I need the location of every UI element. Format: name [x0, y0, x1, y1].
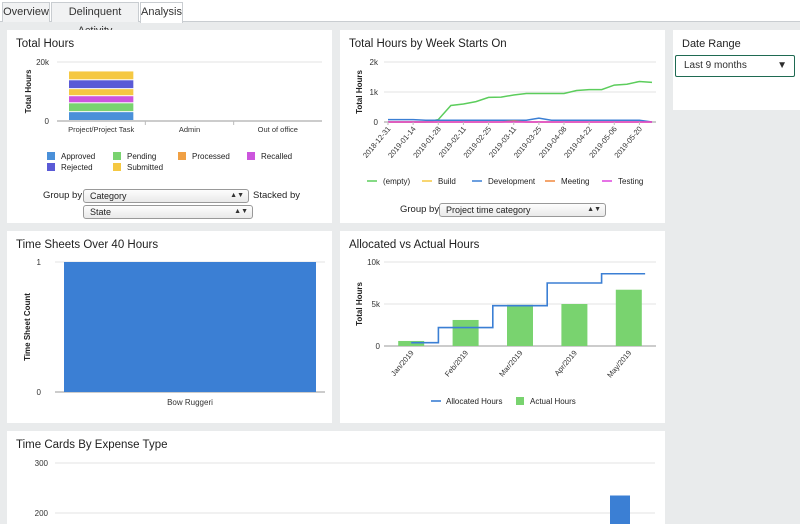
total-hours-chart: 20k 0 Total Hours Project/Project Task Admin… — [24, 58, 322, 172]
legend-label: Pending — [127, 152, 156, 161]
y-tick-label: 200 — [35, 509, 49, 518]
stacked-by-value: State — [90, 207, 112, 217]
y-axis-label: Total Hours — [355, 282, 364, 326]
legend-swatch — [47, 152, 55, 160]
group-by-label: Group by — [43, 190, 83, 201]
y-tick-label: 0 — [376, 342, 381, 351]
chevron-down-icon: ▼ — [777, 60, 787, 71]
allocated-hours-line — [411, 272, 646, 344]
chevron-updown-icon: ▲▼ — [230, 192, 244, 199]
expense-type-chart: 300 200 — [35, 459, 655, 524]
tab-analysis[interactable]: Analysis — [140, 2, 183, 23]
legend-label: Recalled — [261, 152, 292, 161]
stacked-bar-segment — [69, 71, 134, 80]
weekly-hours-card: Total Hours by Week Starts On 0 1k 2k Total… — [340, 30, 665, 223]
y-tick-label: 2k — [370, 58, 379, 67]
y-tick-label: 5k — [372, 300, 381, 309]
legend-label: Build — [438, 177, 456, 186]
legend-label: Submitted — [127, 163, 163, 172]
y-axis-label: Time Sheet Count — [23, 293, 32, 361]
card-title: Time Sheets Over 40 Hours — [16, 239, 159, 251]
x-tick-label: Bow Ruggeri — [167, 398, 213, 407]
legend-label: Testing — [618, 177, 643, 186]
legend-swatch — [47, 163, 55, 171]
bar — [610, 495, 630, 524]
chevron-updown-icon: ▲▼ — [234, 208, 248, 215]
stacked-by-select[interactable]: State ▲▼ — [83, 205, 253, 219]
legend-label: (empty) — [383, 177, 410, 186]
legend-swatch — [113, 152, 121, 160]
legend-label: Development — [488, 177, 536, 186]
y-tick-label: 0 — [374, 118, 379, 127]
x-tick-label: Project/Project Task — [68, 125, 134, 134]
over-40-chart: 1 0 Time Sheet Count Bow Ruggeri — [23, 258, 325, 407]
legend-swatch — [516, 397, 524, 405]
actual-hours-bar — [398, 340, 425, 346]
tab-overview[interactable]: Overview — [2, 2, 50, 22]
y-tick-label: 1 — [37, 258, 42, 267]
date-range-label: Date Range — [682, 38, 741, 50]
y-tick-label: 10k — [367, 258, 381, 267]
chevron-updown-icon: ▲▼ — [587, 206, 601, 213]
legend-swatch — [247, 152, 255, 160]
stacked-bar-segment — [69, 80, 134, 89]
actual-hours-bar — [561, 304, 588, 346]
stacked-bar-segment — [69, 112, 134, 120]
date-range-value: Last 9 months — [684, 60, 747, 71]
tab-bar: Overview Delinquent Activity Analysis — [0, 0, 800, 37]
group-by-select[interactable]: Project time category ▲▼ — [439, 203, 606, 217]
stacked-bar-segment — [69, 89, 134, 96]
tab-delinquent-activity[interactable]: Delinquent Activity — [51, 2, 139, 37]
legend-label: Processed — [192, 152, 230, 161]
actual-hours-bar — [615, 289, 642, 346]
series-line — [388, 117, 653, 123]
card-title: Total Hours by Week Starts On — [349, 38, 507, 50]
stacked-by-label: Stacked by — [253, 190, 300, 201]
legend-swatch — [113, 163, 121, 171]
x-tick-label: Mar/2019 — [497, 349, 524, 379]
legend-label: Rejected — [61, 163, 93, 172]
group-by-select[interactable]: Category ▲▼ — [83, 189, 249, 203]
card-title: Time Cards By Expense Type — [16, 439, 168, 451]
x-tick-label: Apr/2019 — [552, 349, 578, 378]
y-tick-label: 20k — [36, 58, 50, 67]
y-tick-label: 0 — [37, 388, 42, 397]
stacked-bar-segment — [69, 103, 134, 112]
allocated-actual-card: Allocated vs Actual Hours 0 5k 10k Total Ho… — [340, 231, 665, 423]
x-tick-label: Jan/2019 — [389, 349, 416, 378]
group-by-label: Group by — [400, 204, 440, 215]
stacked-bar-segment — [69, 96, 134, 103]
x-tick-label: Feb/2019 — [443, 349, 470, 379]
legend-label: Allocated Hours — [446, 397, 502, 406]
legend-label: Approved — [61, 152, 95, 161]
total-hours-card: Total Hours 20k 0 Total Hours Project/Proje… — [7, 30, 332, 223]
actual-hours-bar — [452, 319, 479, 346]
date-range-select[interactable]: Last 9 months ▼ — [675, 55, 795, 77]
x-tick-label: Out of office — [258, 125, 298, 134]
y-tick-label: 300 — [35, 459, 49, 468]
card-title: Total Hours — [16, 38, 75, 50]
y-tick-label: 1k — [370, 88, 379, 97]
x-tick-label: May/2019 — [605, 349, 633, 380]
y-tick-label: 0 — [45, 117, 50, 126]
group-by-value: Category — [90, 191, 127, 201]
x-tick-label: Admin — [179, 125, 200, 134]
over-40-card: Time Sheets Over 40 Hours 1 0 Time Sheet C… — [7, 231, 332, 423]
legend-label: Meeting — [561, 177, 589, 186]
legend-label: Actual Hours — [530, 397, 576, 406]
series-line — [388, 80, 653, 123]
y-axis-label: Total Hours — [355, 70, 364, 114]
actual-hours-bar — [507, 304, 533, 346]
card-title: Allocated vs Actual Hours — [349, 239, 480, 251]
group-by-value: Project time category — [446, 205, 531, 215]
y-axis-label: Total Hours — [24, 69, 33, 113]
legend-swatch — [178, 152, 186, 160]
bar — [64, 262, 316, 392]
allocated-actual-chart: 0 5k 10k Total Hours Jan/2019 Feb/2019 Mar/201… — [355, 258, 656, 406]
expense-type-card: Time Cards By Expense Type 300 200 — [7, 431, 665, 524]
